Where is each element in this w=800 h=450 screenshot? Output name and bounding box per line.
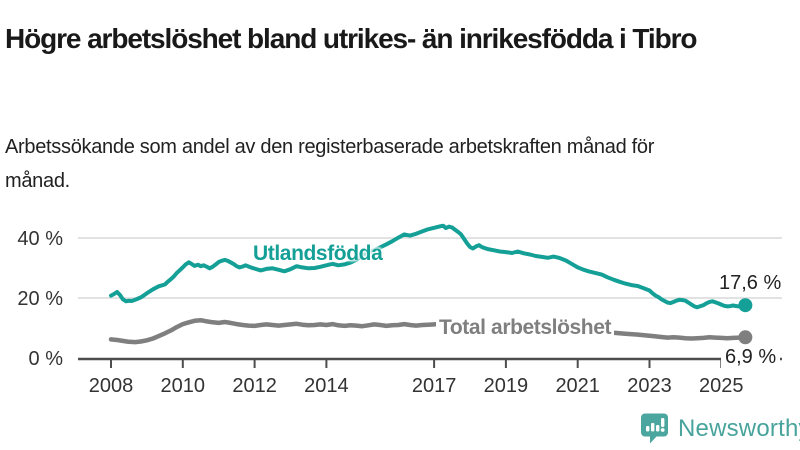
x-axis-tick-label: 2014	[304, 375, 349, 397]
page-subtitle: Arbetssökande som andel av den registerb…	[5, 136, 655, 192]
x-axis-tick-label: 2019	[484, 375, 529, 397]
y-axis-tick-label: 20 %	[17, 288, 63, 310]
page-title: Högre arbetslöshet bland utrikes- än inr…	[5, 22, 697, 54]
series-line-1	[108, 317, 748, 345]
end-value-label-total: 6,9 %	[721, 346, 781, 369]
series-label-total-arbetsloshet: Total arbetslöshet	[436, 315, 615, 341]
x-axis-tick-label: 2021	[555, 375, 600, 397]
y-axis-tick-label: 0 %	[29, 348, 64, 370]
x-axis-tick-label: 2010	[161, 375, 206, 397]
x-axis-tick-label: 2017	[412, 375, 457, 397]
x-axis-tick-label: 2008	[89, 375, 134, 397]
series-end-dot-1	[738, 330, 753, 345]
series-label-utlandsfodda: Utlandsfödda	[253, 242, 383, 265]
newsworthy-logo: Newsworthy	[640, 413, 800, 444]
end-value-label-utlandsfodda: 17,6 %	[719, 272, 782, 294]
y-axis-tick-label: 40 %	[17, 228, 63, 250]
newsworthy-brand-text: Newsworthy	[678, 414, 800, 442]
x-axis-tick-label: 2025	[699, 375, 744, 397]
series-end-dot-0	[738, 298, 753, 313]
x-axis-tick-label: 2023	[627, 375, 672, 397]
x-axis-tick-label: 2012	[232, 375, 277, 397]
newsworthy-bubble-icon	[641, 413, 668, 444]
series-line-0	[109, 223, 748, 310]
